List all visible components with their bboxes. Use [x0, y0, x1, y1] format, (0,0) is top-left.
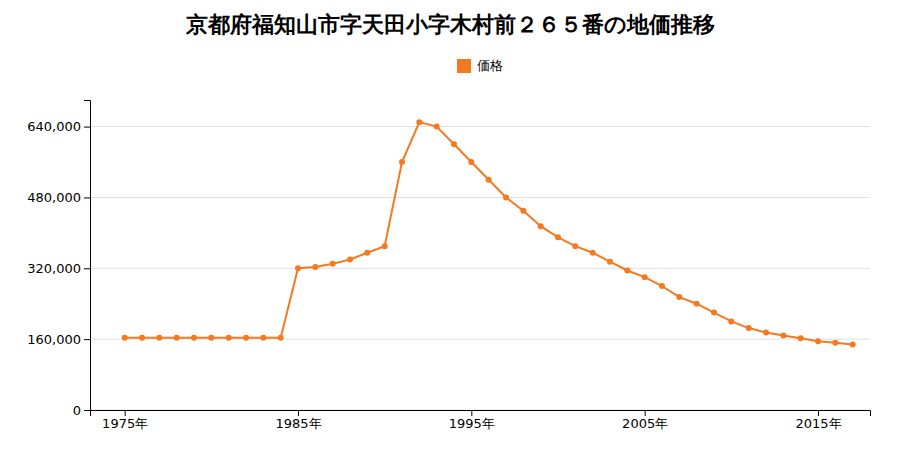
y-tick-mark — [84, 410, 90, 411]
point — [226, 335, 232, 341]
point — [312, 264, 318, 270]
point — [486, 177, 492, 183]
point — [260, 335, 266, 341]
point — [156, 335, 162, 341]
point — [451, 141, 457, 147]
marks — [122, 119, 856, 347]
point — [503, 194, 509, 200]
grid-line — [90, 268, 870, 269]
point — [122, 335, 128, 341]
x-tick-label: 1985年 — [275, 416, 321, 431]
point — [364, 250, 370, 256]
point — [330, 261, 336, 267]
x-tick-mark — [125, 410, 126, 416]
legend-label: 価格 — [477, 58, 503, 73]
x-tick: 2005年 — [622, 410, 668, 431]
plot-area: 1975年 1985年 1995年 2005年 2015年 0 160,000 320,000… — [27, 101, 870, 432]
point — [468, 159, 474, 165]
title: 京都府福知山市字天田小字木村前２６５番の地価推移 — [185, 12, 715, 37]
point — [850, 341, 856, 347]
x-tick-mark — [818, 410, 819, 416]
legend-item: 価格 — [457, 58, 503, 73]
x-tick-label: 2015年 — [795, 416, 841, 431]
grid-line — [90, 197, 870, 198]
line — [125, 122, 853, 344]
point — [347, 256, 353, 262]
point — [520, 208, 526, 214]
x-tick-label: 2005年 — [622, 416, 668, 431]
point — [382, 243, 388, 249]
y-tick: 480,000 — [27, 190, 90, 205]
legend: 価格 — [457, 58, 503, 73]
point — [538, 223, 544, 229]
y-tick-label: 0 — [73, 403, 81, 418]
point — [295, 265, 301, 271]
point — [642, 274, 648, 280]
point — [815, 338, 821, 344]
point — [798, 335, 804, 341]
y-tick: 640,000 — [27, 119, 90, 134]
grid-line — [90, 126, 870, 127]
y-tick-mark — [84, 339, 90, 340]
point — [139, 335, 145, 341]
point — [278, 335, 284, 341]
point — [694, 301, 700, 307]
x-tick: 2015年 — [795, 410, 841, 431]
point — [659, 283, 665, 289]
x-tick: 1975年 — [102, 410, 148, 431]
point — [434, 124, 440, 130]
x-tick-mark — [645, 410, 646, 416]
legend-swatch — [457, 59, 471, 73]
point — [555, 234, 561, 240]
grid — [90, 127, 870, 410]
point — [416, 119, 422, 125]
point — [191, 335, 197, 341]
point — [746, 325, 752, 331]
y-tick-mark — [84, 268, 90, 269]
y-tick-label: 160,000 — [27, 332, 81, 347]
y-tick: 0 — [73, 403, 90, 418]
point — [624, 268, 630, 274]
y-tick-label: 640,000 — [27, 119, 81, 134]
x-tick-label: 1995年 — [449, 416, 495, 431]
point — [763, 330, 769, 336]
x-tick-mark — [298, 410, 299, 416]
x-axis-line — [91, 411, 871, 417]
point — [711, 310, 717, 316]
point — [590, 250, 596, 256]
chart: 京都府福知山市字天田小字木村前２６５番の地価推移 1975年 1985年 1995年 2… — [0, 0, 900, 450]
point — [676, 294, 682, 300]
point — [174, 335, 180, 341]
point — [399, 159, 405, 165]
y-axis-line — [84, 101, 91, 411]
y-tick-mark — [84, 127, 90, 128]
point — [208, 335, 214, 341]
point — [572, 243, 578, 249]
point — [607, 259, 613, 265]
point — [832, 340, 838, 346]
x-tick-label: 1975年 — [102, 416, 148, 431]
y-tick-label: 320,000 — [27, 261, 81, 276]
point — [780, 333, 786, 339]
point — [728, 318, 734, 324]
y-tick: 160,000 — [27, 332, 90, 347]
x-tick-mark — [471, 410, 472, 416]
x-tick: 1985年 — [275, 410, 321, 431]
x-axis: 1975年 1985年 1995年 2005年 2015年 — [91, 410, 871, 431]
y-axis: 0 160,000 320,000 480,000 640,000 — [27, 101, 90, 418]
y-tick: 320,000 — [27, 261, 90, 276]
x-tick: 1995年 — [449, 410, 495, 431]
y-tick-label: 480,000 — [27, 190, 81, 205]
y-tick-mark — [84, 197, 90, 198]
point — [243, 335, 249, 341]
